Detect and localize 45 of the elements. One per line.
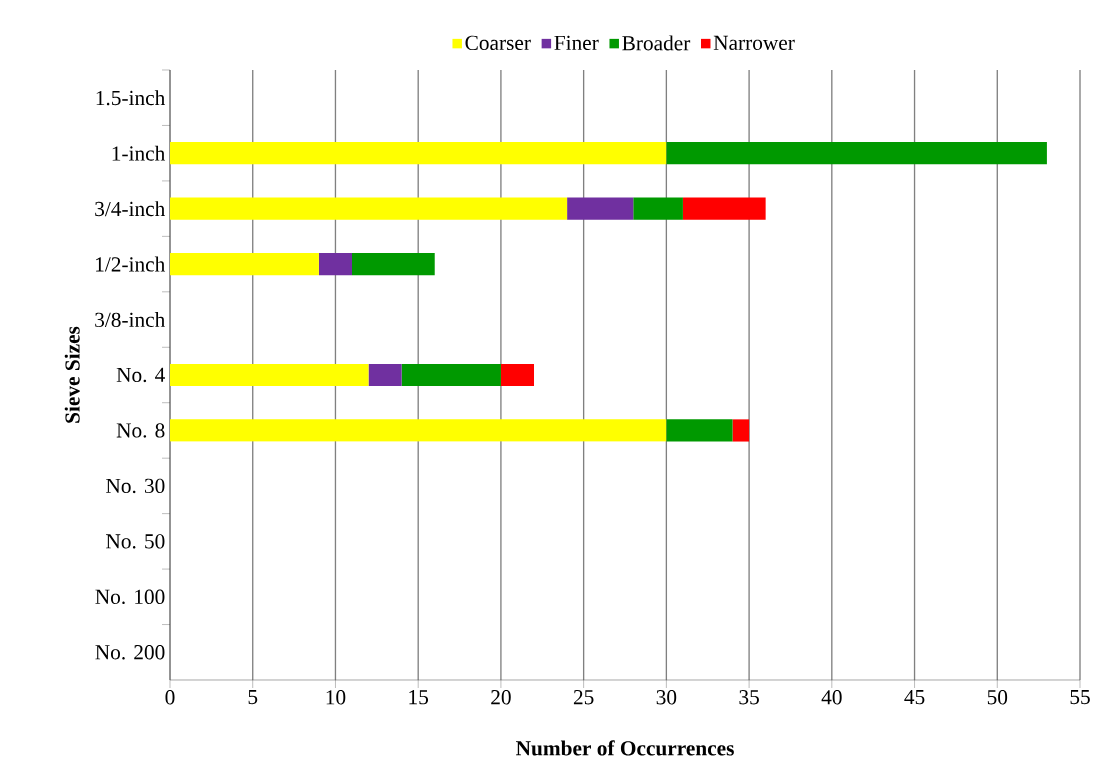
x-tick-label: 0 — [165, 690, 175, 705]
bar — [666, 419, 733, 442]
y-tick-label: 1-inch — [112, 145, 166, 161]
x-tick-label: 25 — [573, 690, 594, 705]
y-tick-label: No. 50 — [106, 534, 165, 549]
legend-label: Narrower — [713, 35, 795, 50]
bar — [666, 142, 1047, 165]
bar — [170, 253, 319, 276]
bar — [170, 363, 369, 387]
y-tick-label: No. 4 — [116, 367, 165, 383]
bar — [682, 197, 766, 220]
x-tick-label: 15 — [409, 690, 429, 705]
x-tick-label: 10 — [326, 690, 346, 705]
x-tick-label: 35 — [739, 690, 759, 705]
bar — [401, 363, 501, 387]
bar — [170, 419, 667, 442]
legend-label: Broader — [622, 35, 691, 51]
bar — [567, 197, 634, 220]
x-axis-title: Number of Occurrences — [516, 740, 734, 756]
bar — [170, 197, 568, 220]
y-axis-title: Sieve Sizes — [64, 326, 80, 423]
x-tick-label: 55 — [1070, 690, 1090, 705]
y-tick-label: 3/4-inch — [95, 201, 166, 217]
bar — [500, 363, 535, 387]
x-tick-label: 50 — [987, 690, 1008, 705]
x-tick-label: 45 — [904, 690, 925, 705]
bar — [318, 253, 352, 276]
y-tick-label: No. 200 — [95, 645, 165, 660]
x-tick-label: 20 — [491, 690, 511, 705]
x-tick-label: 40 — [821, 690, 842, 705]
bar — [368, 363, 402, 387]
y-tick-label: No. 100 — [95, 589, 165, 605]
y-tick-label: No. 30 — [106, 478, 165, 494]
x-tick-label: 30 — [656, 690, 677, 705]
legend-label: Coarser — [465, 35, 531, 51]
bar — [352, 253, 435, 276]
y-tick-label: 3/8-inch — [95, 312, 166, 328]
y-tick-label: No. 8 — [116, 423, 165, 438]
bar — [633, 197, 683, 220]
y-tick-label: 1.5-inch — [96, 90, 166, 106]
x-tick-label: 5 — [248, 690, 258, 705]
bar — [170, 142, 667, 165]
legend-label: Finer — [554, 35, 599, 51]
y-tick-label: 1/2-inch — [96, 256, 166, 272]
bar — [732, 419, 750, 442]
